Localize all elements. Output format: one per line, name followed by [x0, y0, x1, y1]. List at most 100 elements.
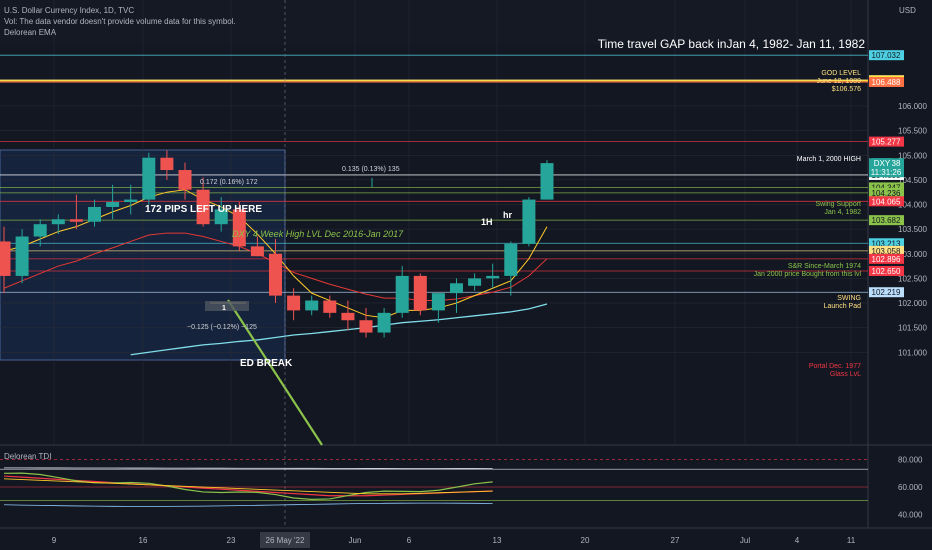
- level-price-label: 102.219: [872, 288, 901, 297]
- x-tick-label: 20: [581, 536, 590, 545]
- symbol-tag-bg: [872, 158, 891, 169]
- annotation-8: 1: [222, 305, 226, 312]
- level-price-box: [869, 287, 904, 298]
- candle-body: [232, 209, 246, 247]
- y-tick-label: 104.000: [898, 201, 927, 210]
- level-price-box: [869, 245, 904, 256]
- x-tick-label: Jul: [740, 536, 750, 545]
- x-tick-label: 13: [493, 536, 502, 545]
- candle-body: [196, 189, 210, 225]
- candle-body: [323, 300, 337, 313]
- candle-body: [540, 163, 554, 200]
- x-tick-label: 4: [795, 536, 800, 545]
- level-price-box: [869, 76, 904, 87]
- note-2: June 12, 1989: [817, 78, 861, 85]
- tdi-tick-label: 40.000: [898, 510, 923, 519]
- candle-body: [15, 236, 29, 276]
- note-6: Jan 4, 1982: [824, 209, 861, 216]
- top-shade: [0, 0, 868, 45]
- annotation-7: hr: [503, 210, 512, 220]
- note-1: GOD LEVEL: [821, 70, 861, 77]
- annotation-1: DXY 4 Week High LVL Dec 2016-Jan 2017: [232, 229, 404, 239]
- y-tick-label: 105.500: [898, 127, 927, 136]
- note-3: $106.576: [832, 86, 861, 93]
- level-price-box: [869, 215, 904, 226]
- level-price-label: 102.896: [872, 255, 901, 264]
- annotation-5: ED BREAK: [240, 358, 293, 369]
- x-tick-label: 23: [227, 536, 236, 545]
- candle-body: [395, 275, 409, 313]
- volume-note: Vol: The data vendor doesn't provide vol…: [4, 17, 236, 26]
- candle-body: [69, 219, 83, 222]
- level-price-box: [869, 253, 904, 264]
- tdi-band-upper: [3, 467, 493, 470]
- y-tick-label: 102.000: [898, 299, 927, 308]
- level-price-label: 103.058: [872, 247, 901, 256]
- candle-body: [142, 157, 156, 200]
- candle-body: [486, 275, 500, 279]
- note-9: SWING: [837, 295, 861, 302]
- x-tick-label: 9: [52, 536, 57, 545]
- x-tick-label: Jun: [349, 536, 362, 545]
- x-tick-label: 6: [407, 536, 412, 545]
- y-tick-label: 103.000: [898, 250, 927, 259]
- candle-body: [0, 241, 11, 276]
- candle-body: [124, 199, 138, 203]
- note-0: Time travel GAP back inJan 4, 1982- Jan …: [598, 37, 866, 51]
- trend-line: [227, 299, 323, 446]
- candle-body: [305, 300, 319, 311]
- note-10: Launch Pad: [824, 303, 861, 310]
- ema-long-line: [130, 303, 548, 356]
- y-tick-label: 101.000: [898, 348, 927, 357]
- level-price-label: 104.065: [872, 197, 901, 206]
- current-price-countdown: 11:31:26: [871, 168, 902, 177]
- currency-label: USD: [899, 6, 916, 15]
- tdi-signal-line: [3, 475, 493, 497]
- candle-body: [341, 312, 355, 321]
- note-7: S&R Since-March 1974: [788, 263, 861, 270]
- level-price-label: 103.682: [872, 216, 901, 225]
- annotation-0: 172 PIPS LEFT UP HERE: [145, 204, 262, 215]
- level-price-box: [869, 136, 904, 147]
- note-4: March 1, 2000 HIGH: [797, 156, 861, 163]
- indicator-name[interactable]: Delorean EMA: [4, 28, 57, 37]
- level-price-box: [869, 196, 904, 207]
- candle-body: [504, 243, 518, 276]
- symbol-line[interactable]: U.S. Dollar Currency Index, 1D, TVC: [4, 6, 135, 15]
- note-11: Portal Dec. 1977: [809, 363, 861, 370]
- tdi-tick-label: 60.000: [898, 483, 923, 492]
- candle-body: [377, 312, 391, 333]
- tdi-tick-label: 80.000: [898, 456, 923, 465]
- sub-pane-title[interactable]: Delorean TDI: [4, 452, 52, 461]
- candle-body: [106, 202, 120, 207]
- candle-body: [431, 293, 445, 311]
- level-price-box: [869, 238, 904, 249]
- note-8: Jan 2000 price Bought from this lvl: [754, 271, 862, 278]
- level-price-box: [869, 50, 904, 61]
- level-price-label: 106.488: [872, 78, 901, 87]
- crosshair-date-label: 26 May '22: [266, 536, 305, 545]
- tdi-band-lower: [3, 502, 493, 507]
- level-price-label: 103.213: [872, 239, 901, 248]
- candle-body: [33, 224, 47, 237]
- x-tick-label: 27: [671, 536, 680, 545]
- level-price-label: 102.650: [872, 267, 901, 276]
- candle-body: [51, 219, 65, 225]
- candle-body: [214, 209, 228, 225]
- y-tick-label: 105.000: [898, 151, 927, 160]
- measure-box: [205, 301, 249, 311]
- candle-body: [413, 275, 427, 311]
- tdi-base-line: [3, 478, 493, 495]
- candle-body: [250, 246, 264, 257]
- level-price-label: 105.277: [872, 138, 901, 147]
- level-price-label: 107.032: [872, 51, 901, 60]
- x-tick-label: 16: [139, 536, 148, 545]
- candle-body: [450, 283, 463, 294]
- candle-body: [468, 278, 482, 286]
- y-tick-label: 102.500: [898, 274, 927, 283]
- candle-body: [160, 157, 174, 171]
- candle-body: [287, 295, 301, 311]
